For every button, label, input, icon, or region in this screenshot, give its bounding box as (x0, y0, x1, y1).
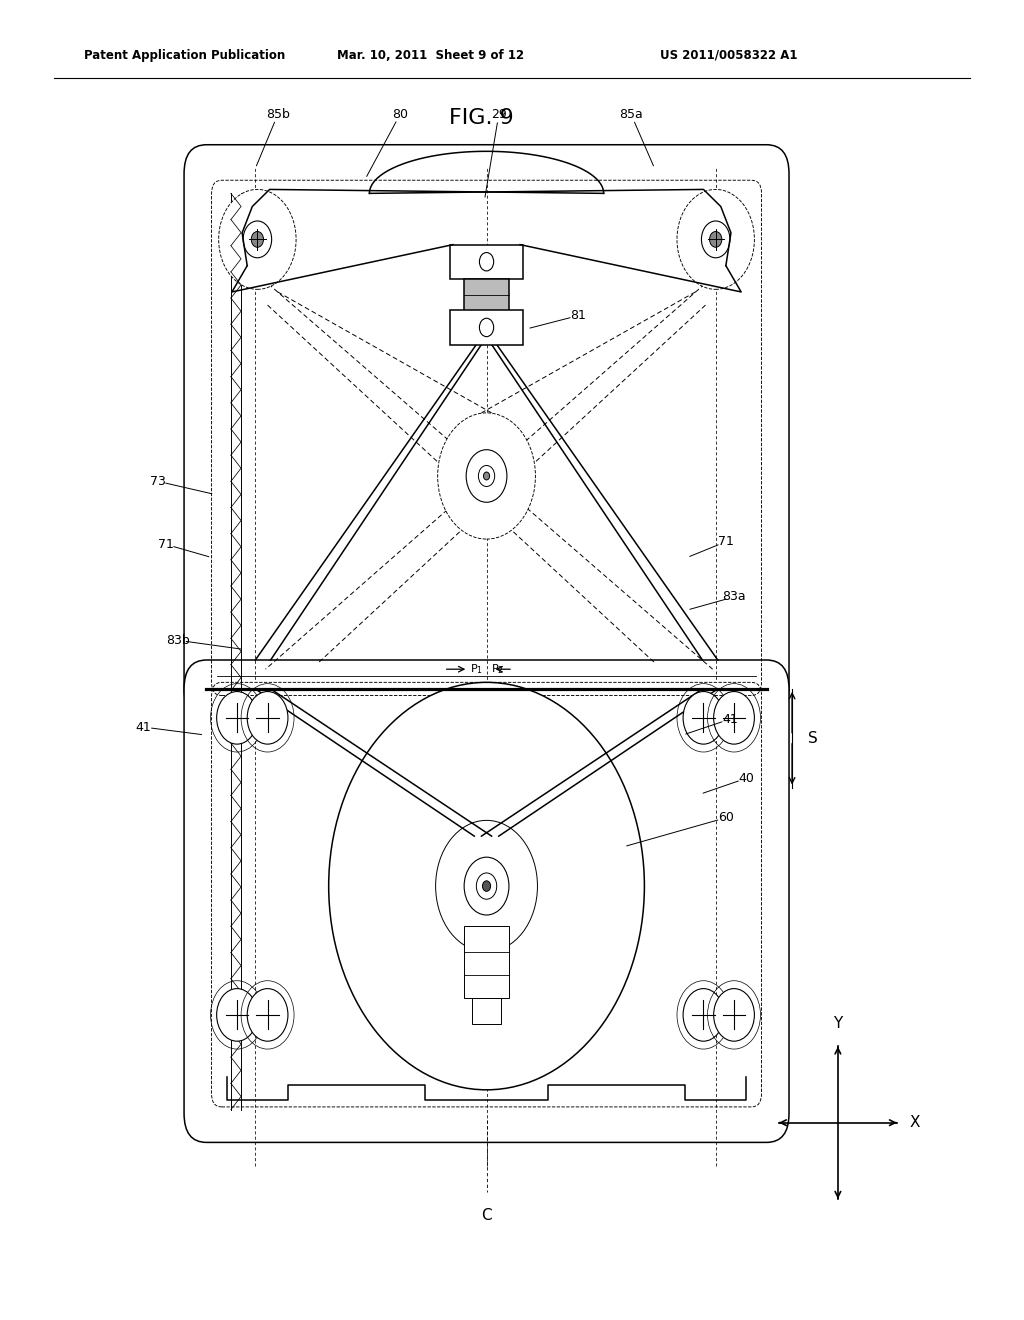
Circle shape (701, 220, 730, 257)
Text: 85b: 85b (266, 108, 290, 121)
Circle shape (478, 466, 495, 487)
Text: FIG. 9: FIG. 9 (450, 108, 514, 128)
Text: 41: 41 (135, 721, 152, 734)
Text: 40: 40 (738, 772, 755, 785)
Bar (464, 279, 509, 312)
Circle shape (437, 413, 536, 539)
Text: P$_2$: P$_2$ (490, 663, 504, 676)
Text: 80: 80 (392, 108, 408, 121)
Text: 60: 60 (718, 812, 734, 824)
Text: 71: 71 (158, 537, 174, 550)
Circle shape (479, 252, 494, 271)
Bar (472, 998, 501, 1024)
Circle shape (714, 692, 755, 744)
Text: Mar. 10, 2011  Sheet 9 of 12: Mar. 10, 2011 Sheet 9 of 12 (337, 49, 524, 62)
Text: Y: Y (834, 1015, 843, 1031)
Text: 73: 73 (150, 475, 166, 487)
Text: Patent Application Publication: Patent Application Publication (84, 49, 286, 62)
FancyBboxPatch shape (184, 660, 790, 1142)
Text: C: C (481, 1208, 492, 1224)
Text: X: X (909, 1115, 920, 1130)
Circle shape (677, 190, 755, 289)
Circle shape (482, 880, 490, 891)
Circle shape (710, 231, 722, 247)
Bar (450, 244, 523, 279)
Text: S: S (808, 731, 818, 746)
Circle shape (466, 450, 507, 503)
Circle shape (464, 857, 509, 915)
Text: US 2011/0058322 A1: US 2011/0058322 A1 (659, 49, 797, 62)
Circle shape (251, 231, 263, 247)
Circle shape (247, 989, 288, 1041)
Circle shape (217, 989, 257, 1041)
Text: P$_1$: P$_1$ (470, 663, 483, 676)
Text: 71: 71 (718, 535, 734, 548)
Text: 81: 81 (570, 309, 586, 322)
Text: 83b: 83b (166, 634, 189, 647)
Circle shape (217, 692, 257, 744)
Text: 83a: 83a (722, 590, 745, 603)
Circle shape (243, 220, 271, 257)
Circle shape (329, 682, 644, 1090)
Text: 85a: 85a (620, 108, 643, 121)
Circle shape (714, 989, 755, 1041)
Text: 29: 29 (490, 108, 507, 121)
Circle shape (483, 473, 489, 480)
Circle shape (435, 820, 538, 952)
Circle shape (683, 989, 724, 1041)
Circle shape (683, 692, 724, 744)
FancyBboxPatch shape (184, 145, 790, 718)
Circle shape (476, 873, 497, 899)
Circle shape (247, 692, 288, 744)
Circle shape (219, 190, 296, 289)
Circle shape (479, 318, 494, 337)
Text: 41: 41 (722, 713, 738, 726)
Bar (450, 310, 523, 345)
Bar (464, 925, 509, 998)
